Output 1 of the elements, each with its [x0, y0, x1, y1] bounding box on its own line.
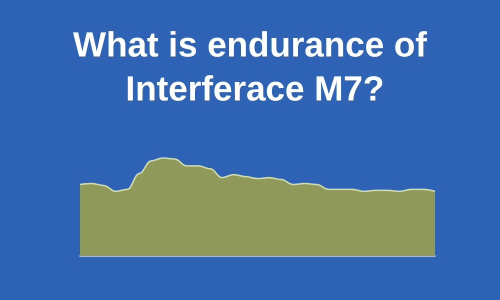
chart-title: What is endurance of Interferace M7?: [73, 26, 428, 108]
